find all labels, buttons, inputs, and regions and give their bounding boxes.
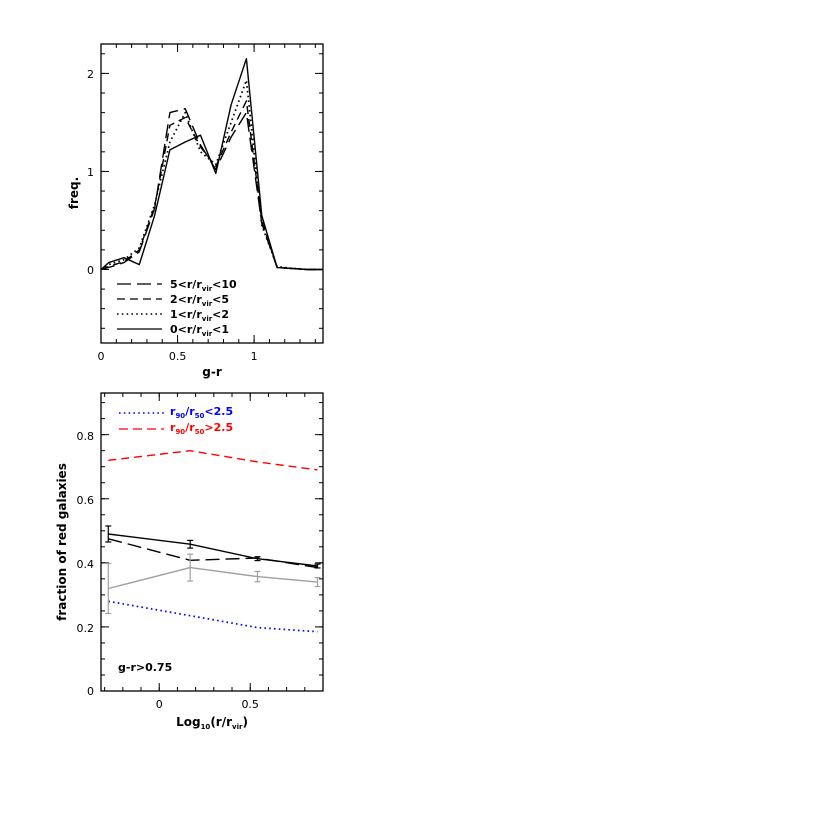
bottom-x-axis-label: Log10(r/rvir) xyxy=(176,715,248,731)
legend-label-concentration-high: r90/r50>2.5 xyxy=(170,421,233,436)
top-tick-label-x-1: 0.5 xyxy=(169,350,187,363)
bottom-plot-frame xyxy=(100,392,324,692)
top-tick-label-x-2: 1 xyxy=(251,350,258,363)
top-plot-frame xyxy=(100,43,324,344)
top-series-line-2 xyxy=(100,79,323,271)
top-y-axis-label: freq. xyxy=(67,177,81,209)
bottom-series-line-0 xyxy=(108,600,318,633)
bottom-tick-label-y-4: 0.8 xyxy=(77,430,95,443)
bottom-tick-label-y-3: 0.6 xyxy=(77,494,95,507)
bottom-axis-ticks xyxy=(101,393,324,692)
top-tick-label-y-1: 1 xyxy=(87,166,94,179)
bottom-tick-label-y-2: 0.4 xyxy=(77,558,95,571)
bottom-series-line-1 xyxy=(108,450,318,471)
bottom-tick-label-x-0: 0 xyxy=(156,698,163,711)
bottom-series-group xyxy=(105,450,321,633)
bottom-series-line-2 xyxy=(108,533,318,567)
top-series-line-1 xyxy=(100,100,323,271)
legend-label-1-2: 1<r/rvir<2 xyxy=(170,308,229,323)
bottom-tick-label-y-0: 0 xyxy=(87,685,94,698)
color-cut-annotation: g-r>0.75 xyxy=(118,661,172,674)
legend-label-5-10: 5<r/rvir<10 xyxy=(170,278,237,293)
top-axis-ticks xyxy=(100,44,323,343)
top-panel-freq-vs-color: 0 0.5 1 0 1 2 g-r freq. 5<r/rvir<10 2<r/… xyxy=(67,43,324,379)
bottom-series-line-3 xyxy=(108,538,318,569)
bottom-tick-label-y-1: 0.2 xyxy=(77,622,95,635)
legend-label-0-1: 0<r/rvir<1 xyxy=(170,323,229,338)
top-tick-label-x-0: 0 xyxy=(98,350,105,363)
legend-label-2-5: 2<r/rvir<5 xyxy=(170,293,229,308)
top-tick-label-y-0: 0 xyxy=(87,264,94,277)
top-series-group xyxy=(100,58,323,271)
top-legend: 5<r/rvir<10 2<r/rvir<5 1<r/rvir<2 0<r/rv… xyxy=(117,278,237,338)
top-x-axis-label: g-r xyxy=(202,365,222,379)
bottom-legend: r90/r50<2.5 r90/r50>2.5 xyxy=(119,405,233,436)
bottom-y-axis-label: fraction of red galaxies xyxy=(55,463,69,621)
bottom-series-line-4 xyxy=(108,566,318,590)
top-tick-label-y-2: 2 xyxy=(87,68,94,81)
bottom-panel-red-fraction: 0 0.5 0 0.2 0.4 0.6 0.8 Log10(r/rvir) fr… xyxy=(55,392,324,731)
bottom-tick-label-x-1: 0.5 xyxy=(241,698,259,711)
legend-label-concentration-low: r90/r50<2.5 xyxy=(170,405,233,420)
top-series-line-3 xyxy=(100,58,323,271)
top-series-line-0 xyxy=(100,107,323,271)
